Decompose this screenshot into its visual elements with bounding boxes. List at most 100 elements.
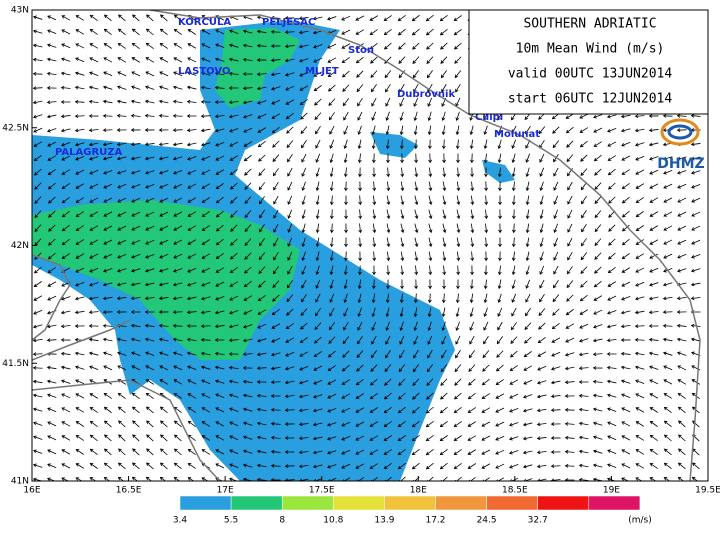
wind-arrow — [440, 56, 448, 64]
wind-arrow — [33, 141, 43, 147]
logo: DHMZ — [657, 118, 705, 172]
wind-arrow — [270, 366, 281, 371]
wind-arrow — [677, 392, 686, 399]
wind-arrow — [326, 422, 337, 427]
wind-arrow — [286, 126, 294, 134]
wind-arrow — [428, 265, 433, 276]
wind-arrow — [146, 448, 154, 456]
wind-arrow — [214, 114, 225, 119]
wind-arrow — [343, 251, 348, 262]
wind-arrow — [383, 435, 392, 441]
wind-arrow — [342, 350, 350, 358]
wind-arrow — [607, 449, 617, 455]
wind-arrow — [578, 421, 589, 426]
wind-arrow — [284, 380, 295, 385]
wind-arrow — [271, 126, 280, 134]
wind-arrow — [355, 15, 365, 21]
wind-arrow — [315, 293, 321, 303]
wind-arrow — [145, 351, 155, 356]
wind-arrow — [635, 281, 645, 287]
wind-arrow — [456, 195, 461, 206]
wind-arrow — [498, 195, 502, 206]
wind-arrow — [287, 237, 293, 247]
wind-arrow — [215, 407, 225, 413]
wind-arrow — [677, 211, 687, 217]
wind-arrow — [411, 420, 420, 428]
wind-arrow — [663, 211, 673, 217]
wind-arrow — [89, 477, 97, 481]
wind-arrow — [470, 251, 475, 262]
wind-arrow — [648, 296, 659, 301]
wind-arrow — [33, 155, 42, 162]
wind-arrow — [456, 223, 461, 234]
wind-arrow — [607, 421, 617, 427]
wind-arrow — [214, 310, 225, 315]
wind-arrow — [256, 407, 267, 412]
wind-arrow — [635, 225, 644, 232]
wind-arrow — [481, 463, 491, 469]
wind-arrow — [329, 237, 334, 248]
wind-arrow — [270, 30, 281, 34]
wind-arrow — [172, 114, 183, 118]
wind-arrow — [104, 434, 112, 442]
legend-label: 13.9 — [374, 516, 394, 526]
wind-arrow — [173, 57, 183, 63]
lon-label: 17E — [217, 486, 234, 496]
wind-arrow — [173, 393, 182, 399]
wind-arrow — [635, 155, 645, 161]
wind-arrow — [369, 392, 378, 400]
wind-arrow — [117, 71, 127, 77]
wind-arrow — [116, 268, 127, 273]
wind-arrow — [329, 195, 334, 206]
wind-arrow — [116, 170, 127, 175]
wind-arrow — [677, 197, 687, 203]
wind-arrow — [89, 448, 98, 456]
wind-arrow — [425, 420, 434, 428]
wind-arrow — [397, 449, 406, 456]
wind-arrow — [564, 352, 575, 357]
wind-arrow — [539, 209, 544, 220]
wind-arrow — [414, 223, 419, 234]
wind-arrow — [579, 309, 589, 315]
wind-arrow — [242, 393, 253, 398]
wind-arrow — [525, 265, 530, 276]
wind-arrow — [621, 296, 631, 301]
wind-arrow — [159, 476, 167, 481]
wind-arrow — [187, 71, 197, 76]
wind-arrow — [258, 252, 266, 261]
wind-zone-blue — [370, 132, 418, 158]
wind-arrow — [400, 167, 405, 178]
wind-arrow — [313, 85, 322, 92]
wind-arrow — [428, 279, 432, 290]
wind-arrow — [509, 464, 519, 469]
wind-arrow — [117, 392, 126, 399]
wind-arrow — [159, 225, 169, 231]
wind-arrow — [75, 379, 85, 385]
wind-arrow — [47, 281, 57, 287]
wind-arrow — [539, 251, 544, 261]
wind-arrow — [284, 450, 295, 454]
wind-arrow — [46, 114, 57, 119]
wind-arrow — [511, 153, 516, 164]
wind-arrow — [256, 15, 267, 20]
wind-arrow — [315, 181, 320, 192]
wind-arrow — [358, 181, 362, 192]
wind-arrow — [663, 448, 672, 456]
wind-arrow — [329, 251, 334, 262]
wind-arrow — [635, 407, 645, 413]
wind-arrow — [522, 422, 533, 427]
wind-arrow — [215, 141, 225, 147]
wind-arrow — [411, 462, 420, 470]
wind-arrow — [484, 209, 489, 220]
wind-arrow — [145, 42, 154, 49]
wind-arrow — [172, 337, 183, 342]
wind-arrow — [256, 380, 267, 384]
wind-arrow — [242, 29, 253, 34]
wind-arrow — [484, 251, 488, 262]
wind-arrow — [89, 406, 98, 413]
wind-arrow — [298, 380, 309, 385]
wind-arrow — [243, 295, 253, 301]
wind-arrow — [200, 365, 211, 370]
wind-arrow — [662, 296, 673, 301]
wind-arrow — [455, 111, 460, 121]
